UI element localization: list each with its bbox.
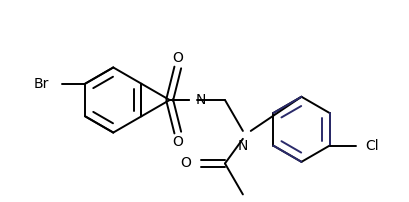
Text: N: N bbox=[237, 139, 247, 153]
Text: O: O bbox=[172, 135, 183, 149]
Text: O: O bbox=[180, 157, 190, 170]
Text: N: N bbox=[196, 93, 206, 107]
Text: O: O bbox=[172, 51, 183, 65]
Text: Cl: Cl bbox=[365, 139, 378, 153]
Text: Br: Br bbox=[33, 77, 48, 91]
